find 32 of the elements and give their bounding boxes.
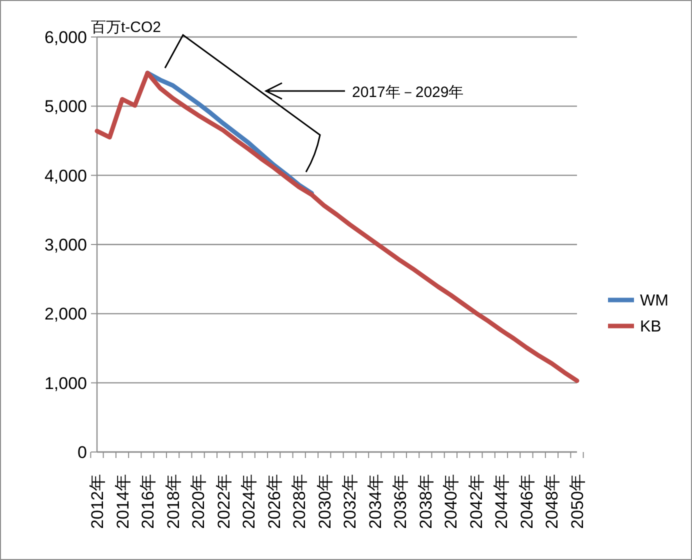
x-tick-label: 2030年 <box>315 474 334 529</box>
y-tick-label: 2,000 <box>44 304 87 324</box>
legend-label: KB <box>640 318 662 336</box>
x-tick-label: 2040年 <box>442 474 461 529</box>
x-tick-label: 2050年 <box>568 474 587 529</box>
x-tick-label: 2012年 <box>88 474 107 529</box>
x-tick-label: 2014年 <box>113 474 132 529</box>
y-tick-label: 6,000 <box>44 28 87 47</box>
y-tick-label: 5,000 <box>44 97 87 116</box>
y-axis-title: 百万t-CO2 <box>91 19 162 36</box>
x-tick-label: 2022年 <box>214 474 234 529</box>
y-tick-label: 4,000 <box>44 166 87 186</box>
x-tick-label: 2042年 <box>466 474 486 529</box>
x-tick-label: 2034年 <box>366 474 385 529</box>
x-tick-label: 2032年 <box>340 474 360 529</box>
x-tick-label: 2028年 <box>290 474 310 529</box>
legend-label: WM <box>640 292 668 310</box>
y-tick-label: 0 <box>78 442 87 462</box>
x-tick-label: 2044年 <box>492 474 512 529</box>
x-tick-label: 2038年 <box>416 474 436 529</box>
x-tick-label: 2048年 <box>542 474 562 529</box>
x-tick-label: 2024年 <box>240 474 259 529</box>
x-tick-label: 2026年 <box>264 474 284 529</box>
y-tick-label: 3,000 <box>44 235 87 254</box>
x-tick-label: 2046年 <box>517 474 536 529</box>
x-tick-label: 2016年 <box>138 474 158 529</box>
x-tick-label: 2018年 <box>164 474 183 529</box>
x-tick-label: 2036年 <box>391 474 410 529</box>
y-tick-label: 1,000 <box>44 374 87 393</box>
x-tick-label: 2020年 <box>189 474 208 529</box>
line-series <box>94 70 580 384</box>
annotation: 2017年－2029年 <box>352 84 464 101</box>
